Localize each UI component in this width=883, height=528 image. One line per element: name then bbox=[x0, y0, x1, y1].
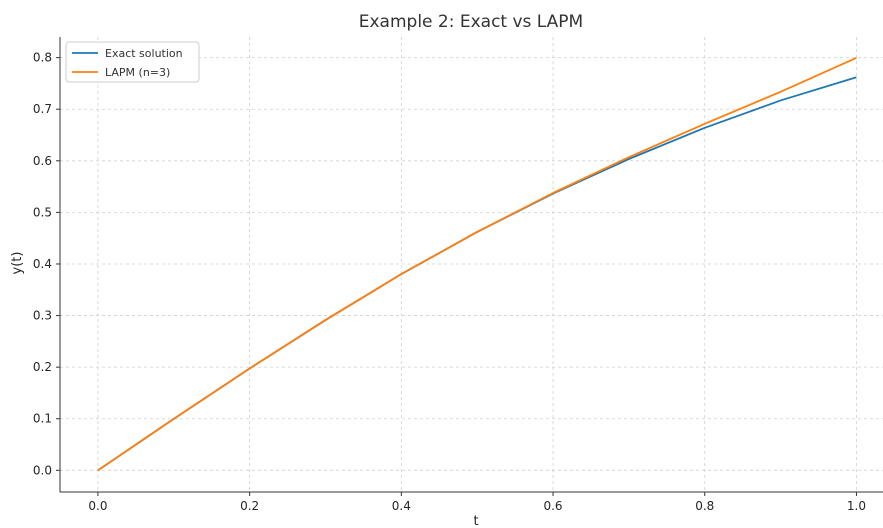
x-tick-label: 0.4 bbox=[392, 499, 411, 513]
y-tick-label: 0.8 bbox=[33, 51, 52, 65]
x-tick-label: 0.6 bbox=[543, 499, 562, 513]
grid-lines bbox=[60, 37, 883, 492]
series-line-2 bbox=[97, 56, 857, 472]
x-tick-label: 0.8 bbox=[695, 499, 714, 513]
plot-lines bbox=[97, 56, 857, 472]
legend: Exact solution LAPM (n=3) bbox=[65, 41, 200, 83]
legend-box bbox=[65, 41, 200, 83]
x-tick-label: 0.2 bbox=[240, 499, 259, 513]
y-tick-label: 0.2 bbox=[33, 360, 52, 374]
x-tick-label: 0.0 bbox=[88, 499, 107, 513]
x-axis-label: t bbox=[473, 514, 478, 528]
y-tick-label: 0.3 bbox=[33, 309, 52, 323]
legend-label: LAPM (n=3) bbox=[105, 66, 170, 79]
y-tick-label: 0.5 bbox=[33, 205, 52, 219]
legend-label: Exact solution bbox=[105, 47, 183, 60]
y-tick-label: 0.0 bbox=[33, 463, 52, 477]
chart-title: Example 2: Exact vs LAPM bbox=[359, 12, 583, 32]
y-axis-label: y(t) bbox=[10, 252, 25, 275]
y-tick-label: 0.6 bbox=[33, 154, 52, 168]
ticks: 0.0 0.2 0.4 0.6 0.8 1.0 0.0 0.1 0.2 0.3 0.4 0.5 0.6 0… bbox=[33, 51, 866, 513]
x-tick-label: 1.0 bbox=[847, 499, 866, 513]
y-tick-label: 0.1 bbox=[33, 412, 52, 426]
y-tick-label: 0.4 bbox=[33, 257, 52, 271]
y-tick-label: 0.7 bbox=[33, 102, 52, 116]
axes bbox=[59, 37, 883, 493]
